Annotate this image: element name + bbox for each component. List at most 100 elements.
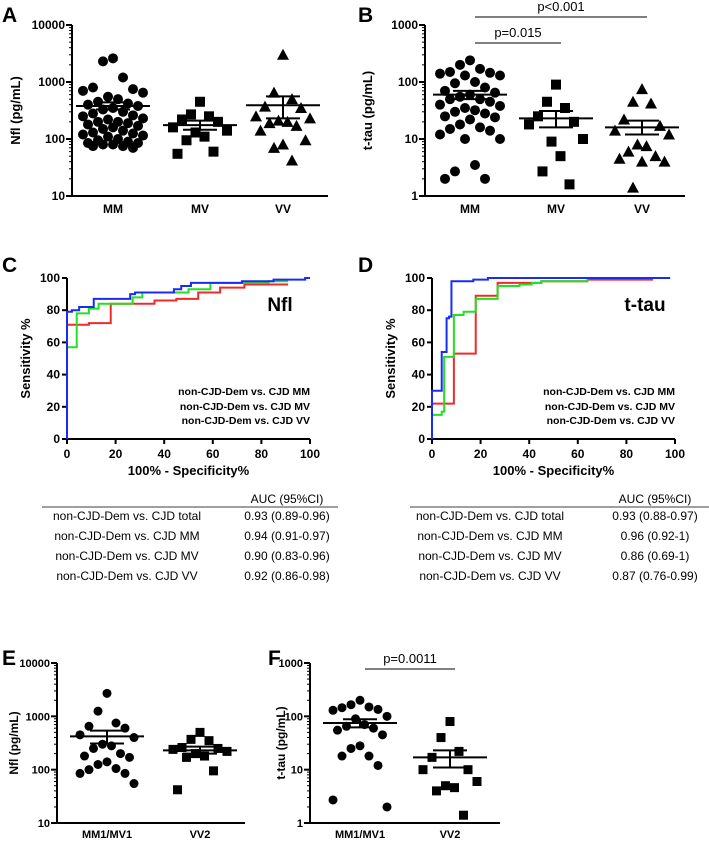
data-point-triangle [254,124,267,136]
data-point-square [172,148,183,159]
data-point-square [459,810,468,820]
data-point-square [569,116,579,127]
y-axis-label: t-tau (pg/mL) [274,706,288,779]
data-point-circle [128,110,138,121]
data-point-triangle [299,134,312,146]
data-point-circle [93,116,103,127]
auc-row-value: 0.90 (0.83-0.96) [244,549,329,563]
data-point-triangle [286,93,298,105]
data-point-circle [125,752,134,762]
x-tick-label: 60 [206,447,220,461]
data-point-circle [84,721,94,731]
data-point-circle [98,139,108,150]
x-tick-label: 20 [109,447,123,461]
data-point-square [432,786,441,796]
data-point-circle [450,106,460,117]
data-point-square [168,122,178,133]
y-axis-label: Nfl (pg/mL) [8,76,23,145]
data-point-circle [455,59,465,70]
auc-table-header: AUC (95%CI) [251,492,324,506]
data-point-circle [93,706,103,716]
data-point-triangle [609,124,621,136]
data-point-square [564,179,575,190]
data-point-square [182,752,191,762]
data-point-circle [128,128,138,139]
roc-curve-cjd-vv [66,283,289,439]
data-point-square [542,96,552,107]
y-tick-label: 10000 [32,18,66,32]
y-tick-label: 100 [398,75,418,89]
data-point-circle [373,704,383,714]
data-point-triangle [268,86,280,98]
data-point-square [195,727,205,737]
x-tick-label: 0 [429,447,436,461]
y-tick-label: 100 [405,271,425,285]
data-point-square [445,717,455,727]
auc-row-label: non-CJD-Dem vs. CJD MV [418,549,561,563]
data-point-circle [102,757,112,767]
data-point-square [436,733,446,743]
x-tick-label: 100 [300,447,320,461]
data-point-circle [485,96,495,107]
y-tick-label: 1 [411,189,418,203]
y-tick-label: 0 [53,432,60,446]
data-point-square [555,151,566,162]
y-tick-label: 100 [40,271,60,285]
data-point-circle [98,56,108,67]
data-point-square [454,746,464,756]
data-point-circle [123,118,133,129]
data-point-circle [333,725,342,735]
x-tick-label: 80 [255,447,269,461]
y-tick-label: 1000 [279,658,303,670]
data-point-circle [460,102,470,113]
data-point-circle [83,99,93,110]
data-point-circle [103,131,113,142]
data-point-triangle [272,114,285,126]
data-point-square [546,136,557,147]
p-value-label: p<0.001 [537,0,584,14]
data-point-circle [455,119,465,130]
data-point-circle [490,87,500,98]
data-point-square [204,736,214,746]
data-point-circle [102,688,112,698]
panel-label: E [2,647,16,670]
data-point-triangle [613,152,626,164]
data-point-circle [118,141,128,152]
x-tick-label: MV [191,202,209,216]
data-point-circle [364,702,374,712]
p-value-label: p=0.015 [494,25,541,40]
data-point-circle [88,108,98,119]
y-axis-label: Sensitivity % [18,318,33,399]
data-point-square [173,785,182,795]
data-point-square [186,734,196,744]
y-tick-label: 1000 [391,18,418,32]
data-point-circle [103,114,113,125]
data-point-triangle [645,97,657,109]
auc-row-value: 0.92 (0.86-0.98) [244,569,329,583]
x-axis-label: 100% - Specificity% [128,463,250,478]
legend-entry: non-CJD-Dem vs. CJD MV [545,401,675,413]
y-tick-label: 40 [47,368,61,382]
data-point-triangle [631,138,644,150]
data-point-circle [88,82,98,93]
data-point-triangle [618,113,630,125]
legend-entry: non-CJD-Dem vs. CJD MM [543,386,675,398]
y-tick-label: 10000 [19,658,50,670]
data-point-circle [328,705,338,715]
data-point-circle [98,123,108,134]
data-point-triangle [304,112,316,124]
panel-label: A [2,4,17,27]
x-tick-label: 40 [158,447,172,461]
y-tick-label: 100 [45,132,65,146]
data-point-circle [111,764,121,774]
data-point-square [199,131,210,142]
data-point-circle [128,142,138,153]
data-point-circle [75,730,85,740]
data-point-circle [138,87,148,98]
x-tick-label: 60 [571,447,585,461]
y-tick-label: 10 [405,132,419,146]
data-point-circle [485,125,495,136]
data-point-circle [475,63,485,74]
y-axis-label: Sensitivity % [383,318,398,399]
panel-label: F [268,647,281,670]
